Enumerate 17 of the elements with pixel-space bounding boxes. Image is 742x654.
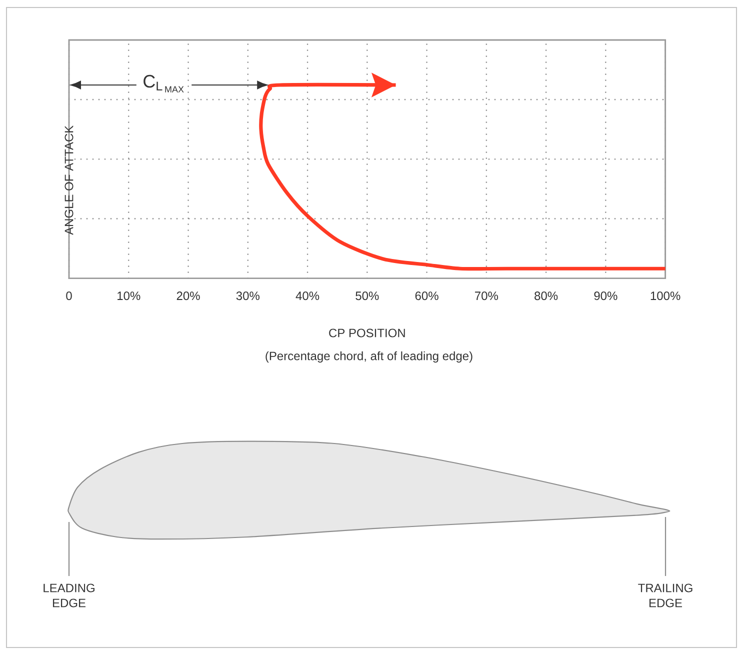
text: (Percentage chord, aft of leading edge)	[266, 351, 472, 363]
x-axis-title: CP POSITION	[329, 328, 405, 338]
x-tick-label: 30%	[236, 292, 260, 300]
x-tick-label: 0	[66, 292, 72, 300]
text: LEADING EDGE	[44, 584, 94, 608]
x-tick-label: 70%	[475, 292, 498, 300]
y-axis-title: ANGLE OF ATTACK	[64, 125, 74, 235]
x-tick-label: 100%	[650, 292, 680, 300]
x-tick-label: 90%	[594, 292, 618, 300]
x-tick-label: 10%	[118, 292, 140, 300]
x-tick-label: 60%	[415, 292, 438, 300]
x-tick-label: 40%	[296, 292, 320, 300]
x-tick-label: 50%	[356, 292, 379, 300]
text: TRAILING EDGE	[638, 584, 692, 608]
text: $\mathrm{C}_{\mathrm{L}_{\,\mathrm{MAX}}}$	[144, 74, 184, 92]
x-tick-label: 20%	[176, 292, 200, 300]
x-tick-label: 80%	[534, 292, 558, 300]
